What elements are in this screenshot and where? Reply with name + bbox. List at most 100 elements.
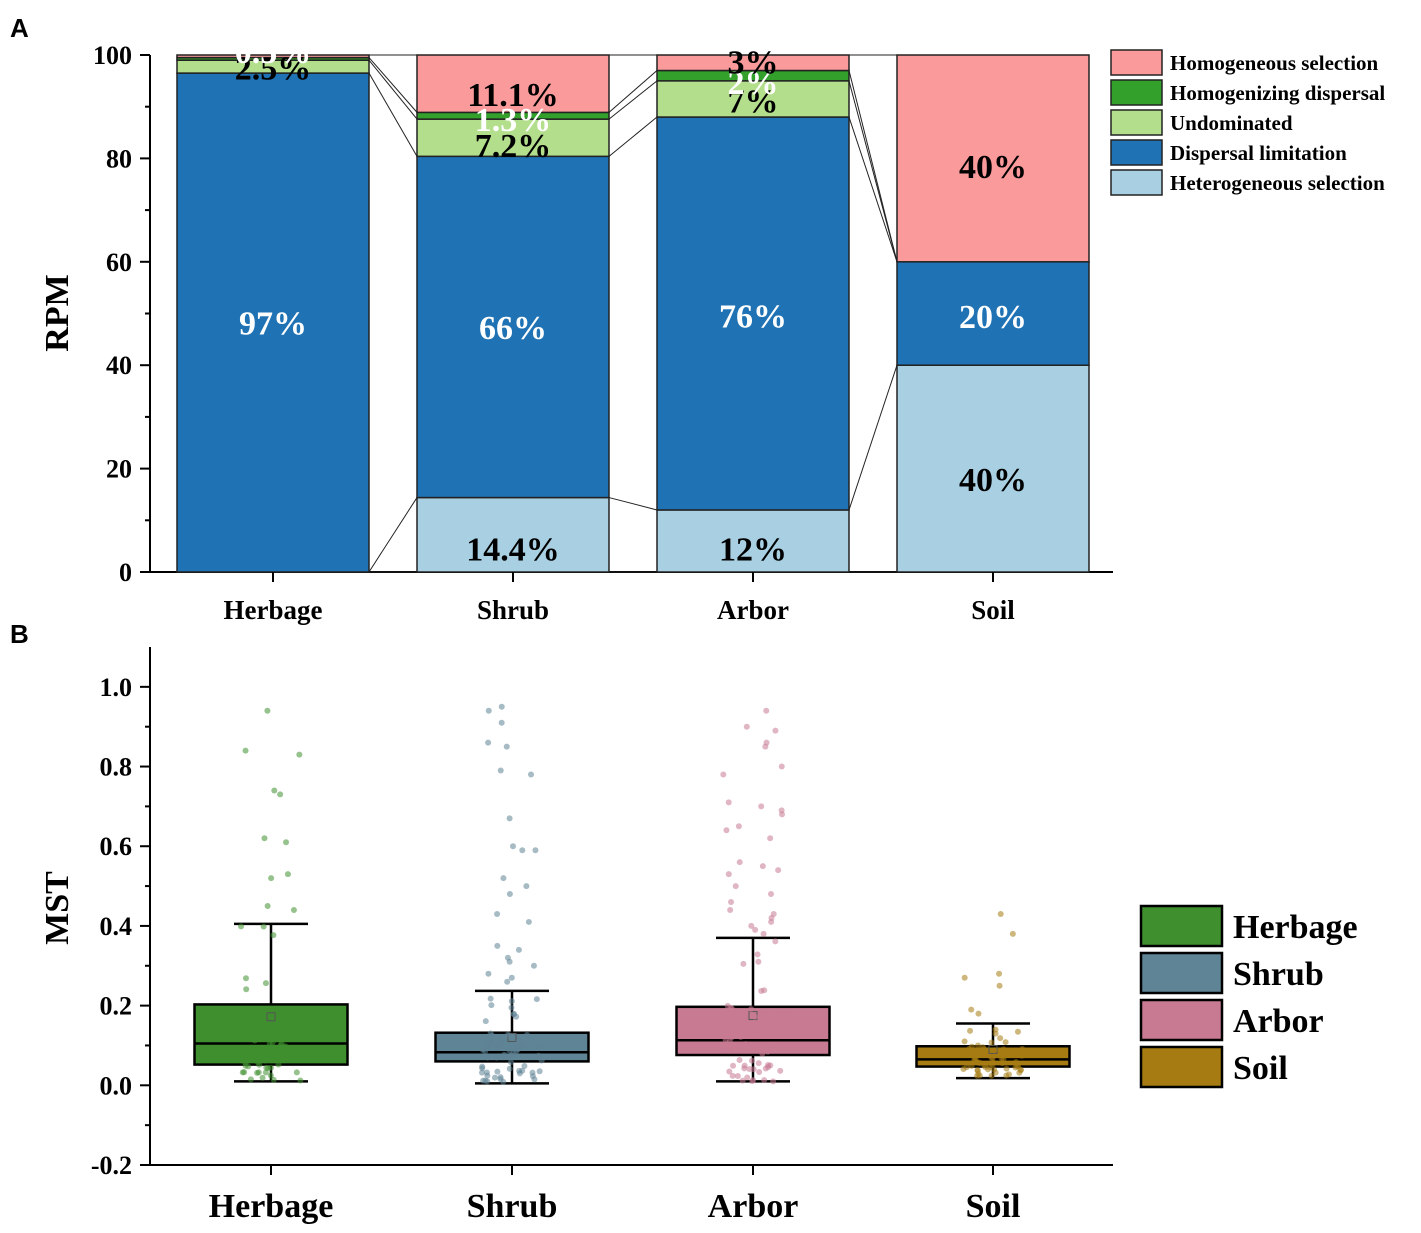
bar-soil-heterogeneous-selection (896, 364, 1090, 573)
data-point-soil (991, 1066, 998, 1073)
data-point-arbor (726, 1038, 733, 1045)
panel-b-letter: B (10, 619, 29, 649)
data-point-soil (1009, 930, 1016, 937)
data-point-arbor (759, 1044, 766, 1051)
data-point-arbor (728, 899, 735, 906)
legend-label-dispersal-limitation: Dispersal limitation (1170, 141, 1347, 165)
panel-a-y-tick-label: 0 (119, 558, 132, 587)
data-point-shrub (503, 743, 510, 750)
data-point-shrub (491, 1074, 498, 1081)
bar-label-shrub-dispersal-limitation: 66% (479, 310, 547, 347)
data-point-arbor (725, 871, 732, 878)
data-point-arbor (763, 707, 770, 714)
data-point-soil (992, 1026, 999, 1033)
data-point-herbage (284, 871, 291, 878)
data-point-herbage (290, 906, 297, 913)
data-point-shrub (515, 1037, 522, 1044)
data-point-arbor (750, 1077, 757, 1084)
data-point-soil (965, 1049, 972, 1056)
data-point-arbor (750, 1066, 757, 1073)
data-point-shrub (498, 719, 505, 726)
data-point-arbor (757, 1013, 764, 1020)
data-point-arbor (774, 1018, 781, 1025)
panel-b-y-tick-label: 0.8 (100, 753, 133, 782)
panel-b-x-tick-label: Shrub (467, 1188, 558, 1225)
data-point-herbage (238, 1027, 245, 1034)
data-point-shrub (535, 1052, 542, 1059)
data-point-arbor (726, 1068, 733, 1075)
data-point-arbor (732, 883, 739, 890)
bar-arbor-dispersal-limitation (656, 116, 850, 511)
data-point-herbage (287, 1034, 294, 1041)
data-point-herbage (239, 1069, 246, 1076)
bar-soil-homogeneous-selection (896, 54, 1090, 263)
data-point-arbor (760, 930, 767, 937)
legend-label-homogenizing-dispersal: Homogenizing dispersal (1170, 81, 1385, 105)
data-point-shrub (538, 1057, 545, 1064)
data-point-herbage (242, 747, 249, 754)
data-point-shrub (519, 847, 526, 854)
data-point-shrub (488, 1002, 495, 1009)
bar-herbage-homogeneous-selection (176, 54, 370, 59)
panel-a-connector-line (608, 497, 658, 511)
data-point-arbor (725, 799, 732, 806)
data-point-arbor (729, 1025, 736, 1032)
panel-b-x-tick-label: Soil (966, 1188, 1021, 1225)
data-point-shrub (516, 1070, 523, 1077)
data-point-shrub (493, 1054, 500, 1061)
data-point-shrub (524, 1031, 531, 1038)
box-herbage (193, 1003, 349, 1066)
data-point-herbage (274, 1035, 281, 1042)
panel-b-y-tick-label: 0.0 (100, 1071, 133, 1100)
data-point-soil (1016, 1069, 1023, 1076)
data-point-herbage (256, 1061, 263, 1068)
data-point-arbor (730, 1062, 737, 1069)
data-point-shrub (532, 847, 539, 854)
data-point-herbage (271, 787, 278, 794)
data-point-herbage (269, 1039, 276, 1046)
data-point-arbor (772, 727, 779, 734)
data-point-shrub (494, 942, 501, 949)
bar-label-herbage-undominated: 2.5% (235, 50, 312, 87)
data-point-arbor (728, 1034, 735, 1041)
data-point-shrub (506, 958, 513, 965)
data-point-herbage (262, 1057, 269, 1064)
data-point-herbage (254, 1069, 261, 1076)
data-point-herbage (267, 1057, 274, 1064)
panel-a-letter: A (10, 13, 29, 43)
legend-swatch-arbor (1139, 998, 1224, 1042)
data-point-soil (1014, 1028, 1021, 1035)
data-point-soil (991, 1047, 998, 1054)
data-point-shrub (509, 843, 516, 850)
data-point-herbage (245, 1063, 252, 1070)
data-point-arbor (731, 1045, 738, 1052)
bar-shrub-dispersal-limitation (416, 155, 610, 499)
panel-a-stacked-bar-chart: 0 20 40 60 80 100 Herbage Shrub Arbor Soil 97% 2.5%… (93, 34, 1385, 625)
data-point-soil (988, 1072, 995, 1079)
bar-label-shrub-homogenizing-dispersal: 1.3% (475, 102, 552, 139)
data-point-arbor (779, 811, 786, 818)
data-point-herbage (249, 1046, 256, 1053)
legend-swatch-dispersal-limitation (1110, 139, 1163, 166)
data-point-soil (975, 1010, 982, 1017)
data-point-shrub (487, 1030, 494, 1037)
data-point-herbage (278, 1040, 285, 1047)
data-point-shrub (504, 978, 511, 985)
data-point-shrub (485, 739, 492, 746)
data-point-herbage (262, 1069, 269, 1076)
data-point-arbor (762, 743, 769, 750)
panel-a-connector-line (608, 116, 658, 157)
data-point-soil (1003, 1072, 1010, 1079)
data-point-herbage (242, 975, 249, 982)
data-point-arbor (775, 867, 782, 874)
data-point-herbage (292, 1046, 299, 1053)
data-point-soil (968, 1062, 975, 1069)
panel-b-y-tick-label: 0.4 (100, 912, 133, 941)
data-point-arbor (748, 922, 755, 929)
data-point-arbor (761, 1077, 768, 1084)
panel-a-y-axis-title: RPM (39, 274, 76, 351)
panel-a-x-tick-label: Shrub (477, 595, 549, 625)
data-point-arbor (754, 951, 761, 958)
data-point-soil (1003, 1065, 1010, 1072)
